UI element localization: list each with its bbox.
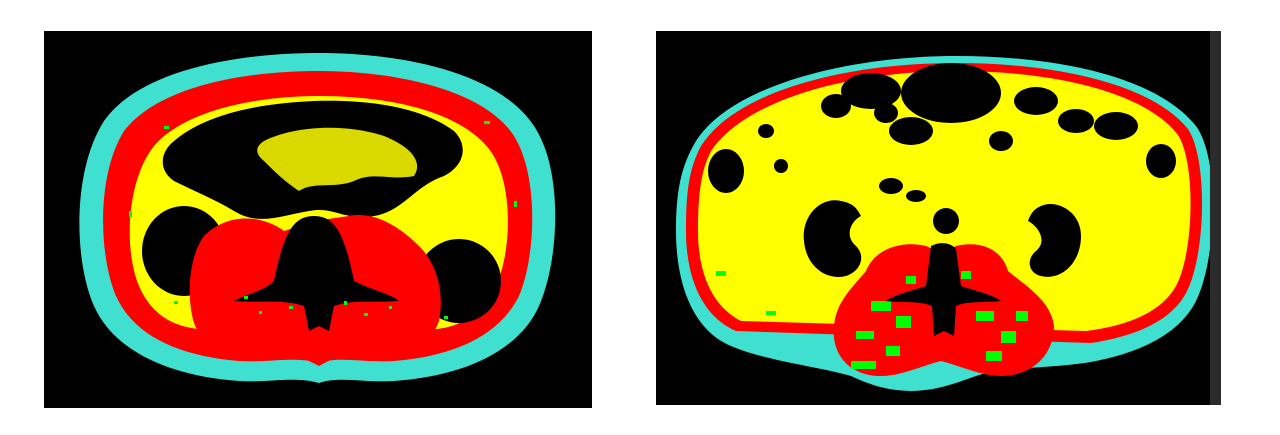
right-spine-region <box>886 243 1001 336</box>
right-segmentation-image <box>656 31 1221 405</box>
right-kidney-left <box>803 200 862 277</box>
left-segmentation-image <box>44 31 592 408</box>
left-intramuscular-fat <box>129 121 517 319</box>
right-segmentation-panel <box>656 31 1221 405</box>
left-spine-region <box>234 216 399 331</box>
right-kidney-right <box>1028 204 1081 277</box>
left-segmentation-panel <box>44 31 592 408</box>
left-mesenteric-fat <box>257 127 418 191</box>
right-intramuscular-fat <box>716 271 1028 369</box>
right-bowel-loops <box>708 63 1176 234</box>
right-panel-scrollbar <box>1210 31 1221 405</box>
